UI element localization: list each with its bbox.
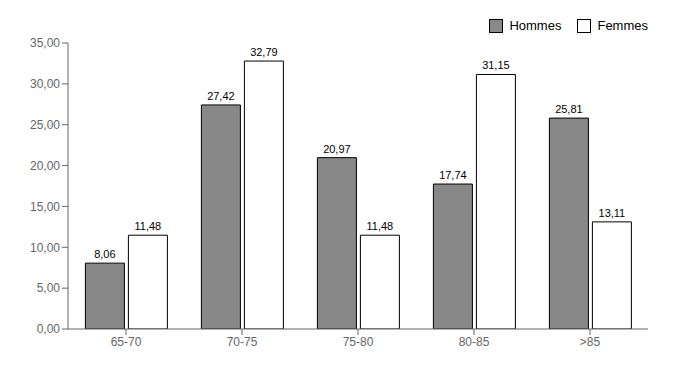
svg-text:31,15: 31,15 bbox=[482, 59, 510, 71]
svg-text:32,79: 32,79 bbox=[250, 46, 278, 58]
svg-text:13,11: 13,11 bbox=[599, 207, 626, 219]
svg-text:>85: >85 bbox=[580, 335, 601, 349]
svg-text:17,74: 17,74 bbox=[439, 169, 467, 181]
svg-text:27,42: 27,42 bbox=[207, 90, 235, 102]
svg-text:15,00: 15,00 bbox=[30, 200, 60, 214]
svg-text:20,00: 20,00 bbox=[30, 159, 60, 173]
svg-text:20,97: 20,97 bbox=[323, 143, 351, 155]
svg-text:65-70: 65-70 bbox=[111, 335, 142, 349]
svg-text:8,06: 8,06 bbox=[94, 248, 115, 260]
svg-text:35,00: 35,00 bbox=[30, 36, 60, 50]
svg-text:10,00: 10,00 bbox=[30, 241, 60, 255]
svg-text:11,48: 11,48 bbox=[367, 220, 394, 232]
svg-text:30,00: 30,00 bbox=[30, 77, 60, 91]
svg-text:11,48: 11,48 bbox=[135, 220, 162, 232]
html-text:Hommes: Hommes bbox=[509, 18, 562, 33]
svg-text:70-75: 70-75 bbox=[227, 335, 258, 349]
svg-text:75-80: 75-80 bbox=[343, 335, 374, 349]
svg-text:80-85: 80-85 bbox=[459, 335, 490, 349]
svg-text:25,00: 25,00 bbox=[30, 118, 60, 132]
svg-text:25,81: 25,81 bbox=[555, 103, 583, 115]
svg-text:5,00: 5,00 bbox=[37, 281, 61, 295]
html-text:Femmes: Femmes bbox=[597, 18, 648, 33]
svg-text:0,00: 0,00 bbox=[37, 322, 61, 336]
